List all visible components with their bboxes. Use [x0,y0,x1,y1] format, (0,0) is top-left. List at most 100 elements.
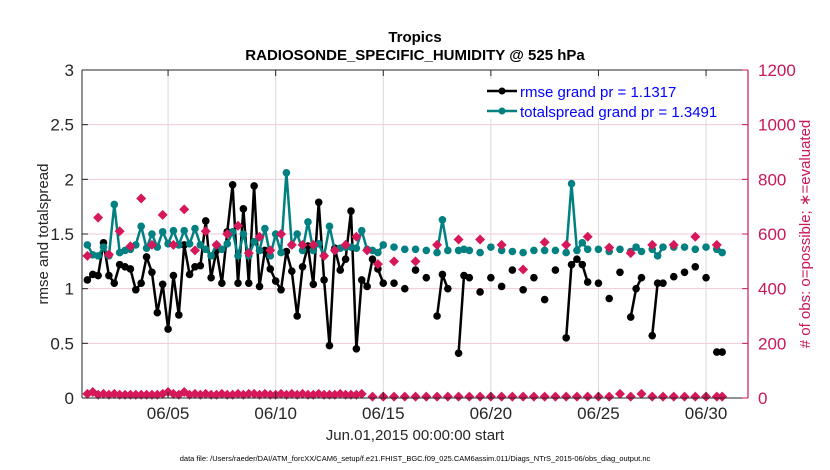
rmse-point [153,308,162,317]
obs_possible-marker-core [116,228,123,235]
totalspread-point [487,243,495,251]
obs_evaluated-marker-core [530,393,537,400]
obs_evaluated-marker-core [434,393,441,400]
totalspread-point [433,248,441,257]
rmse-point [390,279,398,288]
totalspread-point [567,179,576,188]
rmse-point [201,217,210,225]
obs_evaluated-marker-core [520,393,527,400]
rmse-point [476,288,484,296]
x-axis-label: Jun.01,2015 00:00:00 start [326,427,505,444]
totalspread-point [374,248,382,257]
obs_evaluated-marker-core [208,391,215,398]
rmse-point [508,266,517,274]
rmse-point [632,284,640,293]
obs_evaluated-marker-core [412,393,419,400]
legend-rmse-marker [498,87,506,95]
obs_evaluated-marker-core [127,391,134,398]
obs_evaluated-marker-core [347,391,354,398]
rmse-point [444,284,452,293]
obs_evaluated-marker-core [267,391,274,398]
obs_evaluated-marker-core [401,393,408,400]
obs_evaluated-marker-core [245,390,252,397]
y-tick-label-right: 1000 [758,116,796,135]
rmse-point [567,260,576,269]
rmse-point [400,284,409,293]
rmse-point [691,263,700,271]
obs_evaluated-marker-core [552,393,559,400]
obs_possible-marker-core [224,231,231,237]
obs_possible-marker-core [374,261,381,268]
totalspread-point [540,246,549,255]
rmse-point [158,280,167,289]
rmse-point [363,282,371,291]
obs_evaluated-marker-core [181,388,188,395]
rmse-point [637,273,646,282]
obs_evaluated-marker-core [358,390,365,397]
rmse-point [659,279,667,288]
rmse-point [110,279,119,288]
totalspread-point [578,238,587,247]
rmse-point [648,331,657,340]
y-tick-label-left: 1 [65,280,74,299]
totalspread-point [218,245,226,254]
obs_possible-marker-core [84,252,91,259]
obs_possible-marker-core [288,241,295,248]
rmse-point [175,311,183,319]
obs_evaluated-marker-core [444,393,451,400]
rmse-point [94,271,102,280]
totalspread-point [110,200,119,209]
rmse-point [347,207,355,215]
rmse-point [411,266,420,274]
rmse-point [218,279,226,288]
rmse-point [250,182,258,190]
rmse-point [228,181,237,189]
totalspread-point [357,226,366,235]
obs_evaluated-marker-core [638,390,645,397]
obs_evaluated-marker-core [627,393,634,400]
obs_evaluated-marker-core [681,393,688,400]
rmse-point [126,265,135,273]
totalspread-point [234,252,242,260]
obs_evaluated-marker-core [563,393,570,400]
totalspread-point [266,252,275,260]
totalspread-point [519,248,527,257]
rmse-point [83,276,92,284]
totalspread-point [282,168,291,177]
rmse-point [105,271,113,280]
rmse-point [433,312,441,320]
obs_possible-marker-core [267,247,274,254]
rmse-point [540,295,549,304]
obs_possible-marker-core [159,211,166,218]
totalspread-point [702,243,710,251]
obs_possible-marker-core [412,258,419,265]
totalspread-point [94,252,102,260]
obs_possible-marker-core [321,252,328,259]
obs_evaluated-marker-core [573,393,580,400]
obs_evaluated-marker-core [670,393,677,400]
totalspread-point [562,248,570,257]
totalspread-point [207,252,215,260]
obs_possible-marker-core [170,241,177,248]
totalspread-point [691,245,700,254]
rmse-point [309,280,318,289]
obs_possible-marker-core [353,233,360,240]
rmse-point [320,276,328,284]
totalspread-point [465,246,474,255]
rmse-point [131,285,140,294]
x-tick-label: 06/20 [470,404,513,423]
obs_evaluated-marker-core [326,391,333,398]
obs_evaluated-marker-core [423,393,430,400]
obs_possible-marker-core [477,236,484,243]
totalspread-point [390,243,398,251]
rmse-point [325,341,334,350]
totalspread-point [158,228,167,236]
rmse-point [573,255,581,263]
rmse-point [551,266,560,274]
y-tick-label-left: 2.5 [50,116,74,135]
obs_evaluated-marker-core [89,388,96,395]
obs_evaluated-marker-core [466,393,473,400]
y-tick-label-right: 0 [758,389,767,408]
rmse-point [164,325,172,333]
